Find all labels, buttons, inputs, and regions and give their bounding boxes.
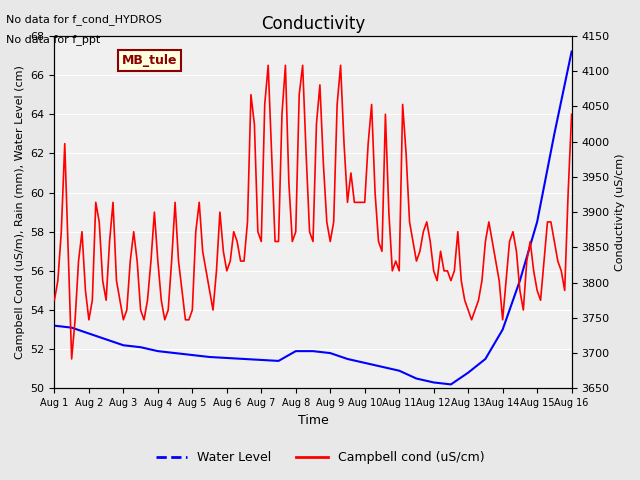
Y-axis label: Campbell Cond (uS/m), Rain (mm), Water Level (cm): Campbell Cond (uS/m), Rain (mm), Water L… [15, 65, 25, 359]
Y-axis label: Conductivity (uS/cm): Conductivity (uS/cm) [615, 154, 625, 271]
Text: No data for f_ppt: No data for f_ppt [6, 34, 100, 45]
Text: MB_tule: MB_tule [122, 54, 177, 67]
Title: Conductivity: Conductivity [261, 15, 365, 33]
X-axis label: Time: Time [298, 414, 328, 427]
Legend: Water Level, Campbell cond (uS/cm): Water Level, Campbell cond (uS/cm) [151, 446, 489, 469]
Text: No data for f_cond_HYDROS: No data for f_cond_HYDROS [6, 14, 163, 25]
